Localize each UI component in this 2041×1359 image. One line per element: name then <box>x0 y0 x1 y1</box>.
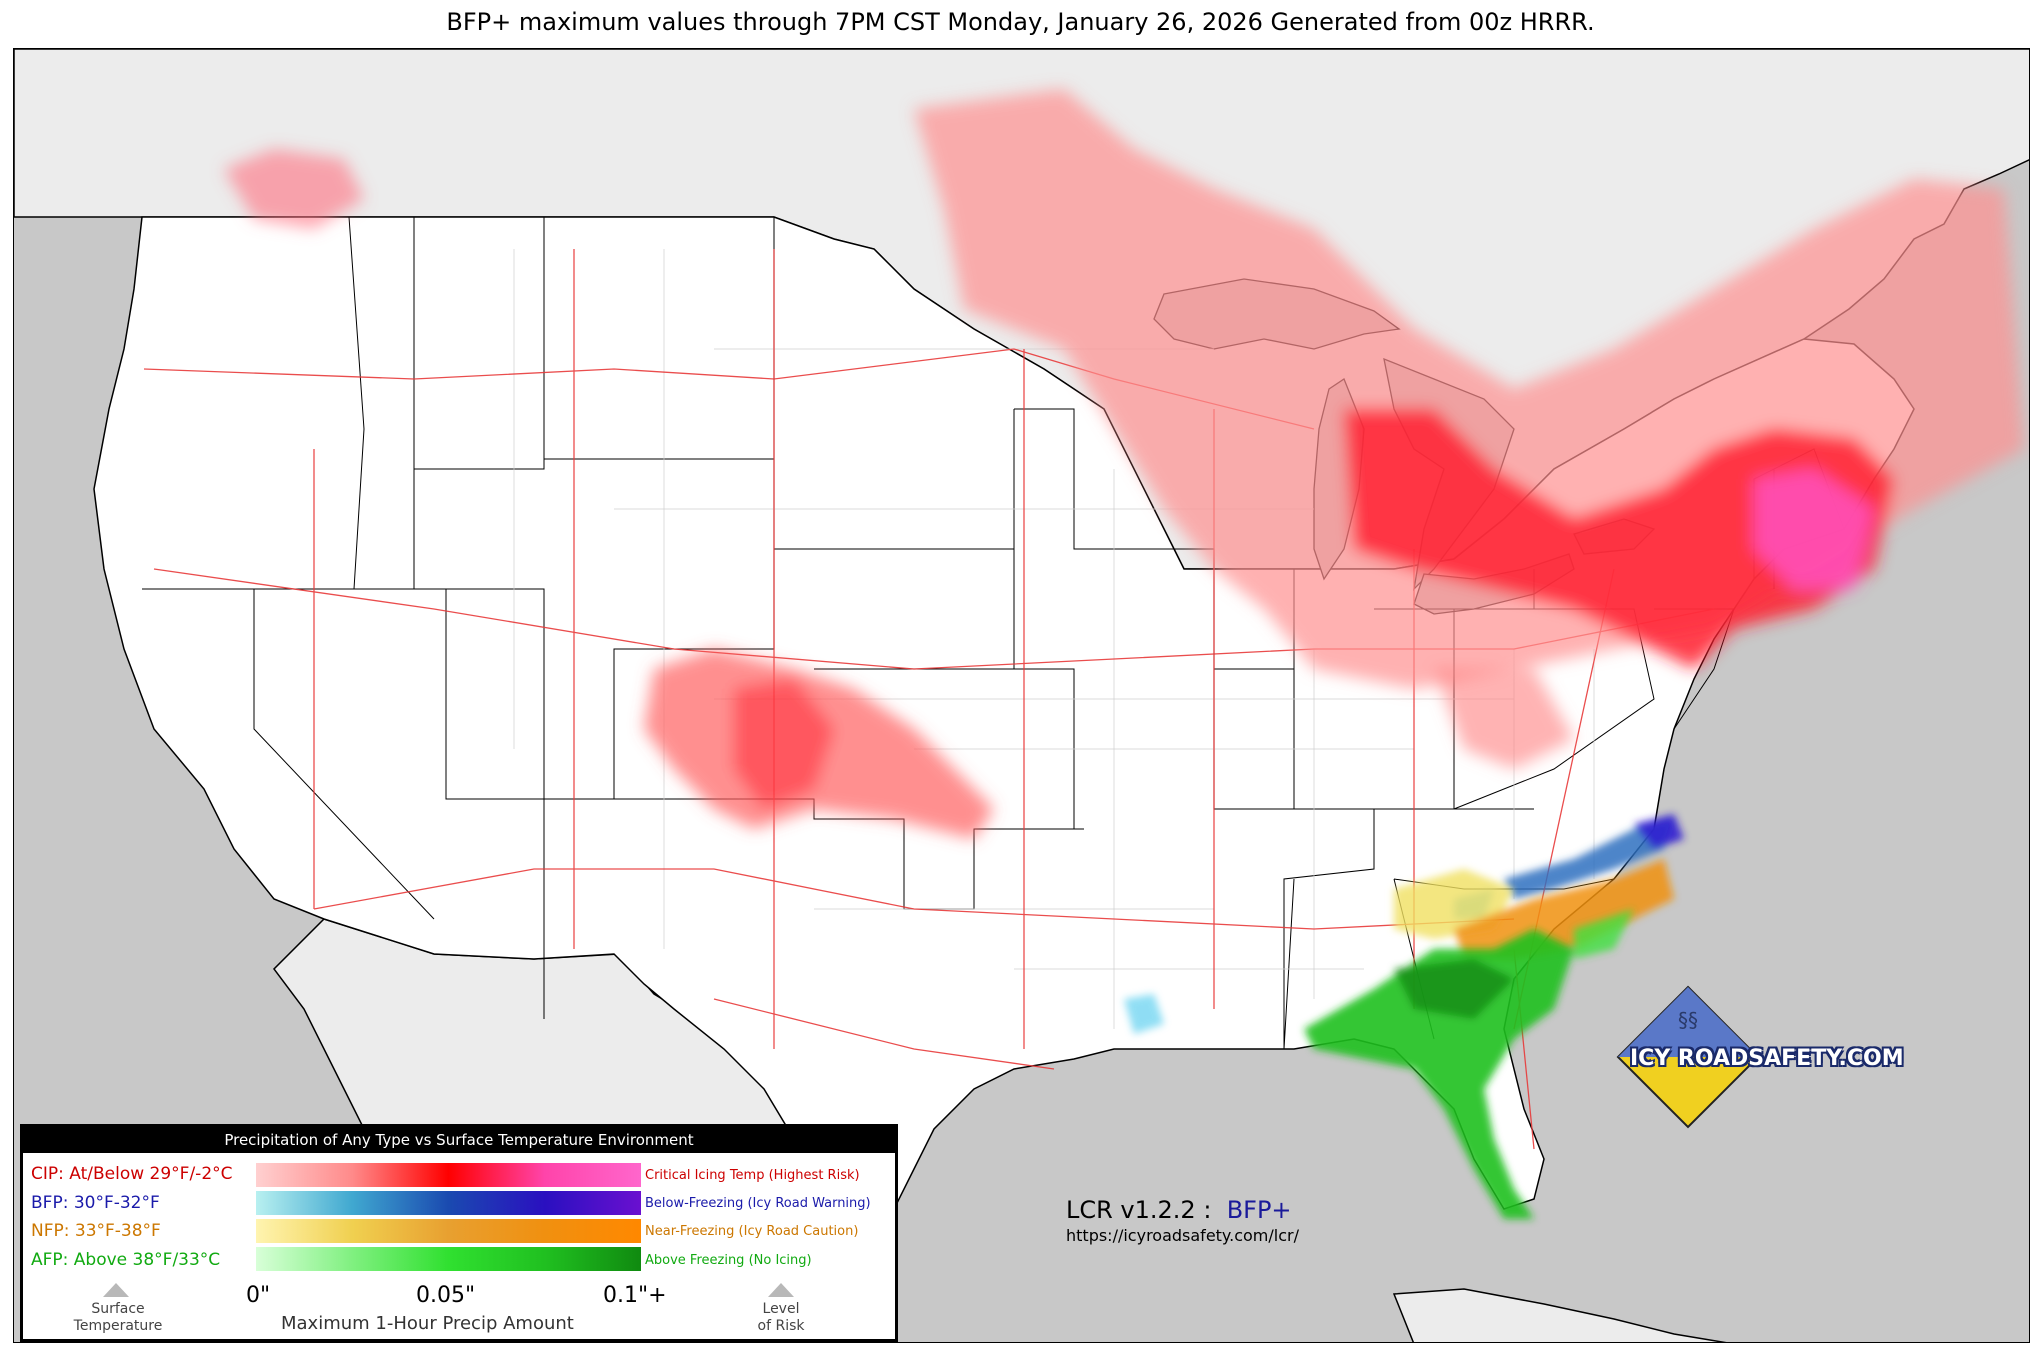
precip-cip <box>224 89 2024 839</box>
precip-nfp <box>1394 859 1674 959</box>
tick-label-1: 0.05" <box>416 1283 476 1308</box>
left-marker-line-2: Temperature <box>73 1318 163 1334</box>
tick-label-2: 0.1"+ <box>603 1283 667 1308</box>
precip-bfp-gulf <box>1124 994 1164 1034</box>
map-title: BFP+ maximum values through 7PM CST Mond… <box>446 8 1595 36</box>
legend-bar-nfp <box>256 1219 641 1243</box>
legend-bar-cip <box>256 1163 641 1187</box>
version-label: LCR v1.2.2 : BFP+ <box>1066 1196 1292 1224</box>
legend-bar-afp <box>256 1247 641 1271</box>
left-marker-line-1: Surface <box>91 1301 145 1317</box>
right-marker-line-2: of Risk <box>757 1318 805 1334</box>
icyroadsafety-logo: §§ <box>1616 985 1760 1129</box>
legend-desc-afp: Above Freezing (No Icing) <box>645 1253 812 1268</box>
legend-label-afp: AFP: Above 38°F/33°C <box>31 1250 221 1270</box>
legend-bar-bfp <box>256 1191 641 1215</box>
precip-afp <box>1304 909 1634 1219</box>
left-arrow-icon <box>103 1283 129 1297</box>
tick-label-0: 0" <box>246 1283 271 1308</box>
source-url[interactable]: https://icyroadsafety.com/lcr/ <box>1066 1226 1299 1245</box>
right-marker-line-1: Level <box>762 1301 800 1317</box>
county-lines <box>513 249 1595 1029</box>
legend-xlabel: Maximum 1-Hour Precip Amount <box>281 1313 574 1334</box>
svg-text:§§: §§ <box>1678 1008 1698 1032</box>
legend-desc-nfp: Near-Freezing (Icy Road Caution) <box>645 1224 859 1239</box>
product-name: BFP+ <box>1226 1196 1292 1224</box>
legend-label-bfp: BFP: 30°F-32°F <box>31 1193 160 1213</box>
legend-label-nfp: NFP: 33°F-38°F <box>31 1221 161 1241</box>
legend-label-cip: CIP: At/Below 29°F/-2°C <box>31 1164 233 1184</box>
version-prefix: LCR v1.2.2 : <box>1066 1196 1212 1224</box>
legend-desc-cip: Critical Icing Temp (Highest Risk) <box>645 1168 860 1183</box>
legend-header: Precipitation of Any Type vs Surface Tem… <box>23 1127 895 1153</box>
surface-temperature-marker: Surface Temperature <box>53 1301 183 1335</box>
legend-desc-bfp: Below-Freezing (Icy Road Warning) <box>645 1196 871 1211</box>
logo-text: ICY ROADSAFETY.COM <box>1630 1046 1904 1071</box>
right-arrow-icon <box>768 1283 794 1297</box>
cuba-land <box>1392 1288 1727 1342</box>
legend: Precipitation of Any Type vs Surface Tem… <box>20 1124 898 1342</box>
level-of-risk-marker: Level of Risk <box>731 1301 831 1335</box>
